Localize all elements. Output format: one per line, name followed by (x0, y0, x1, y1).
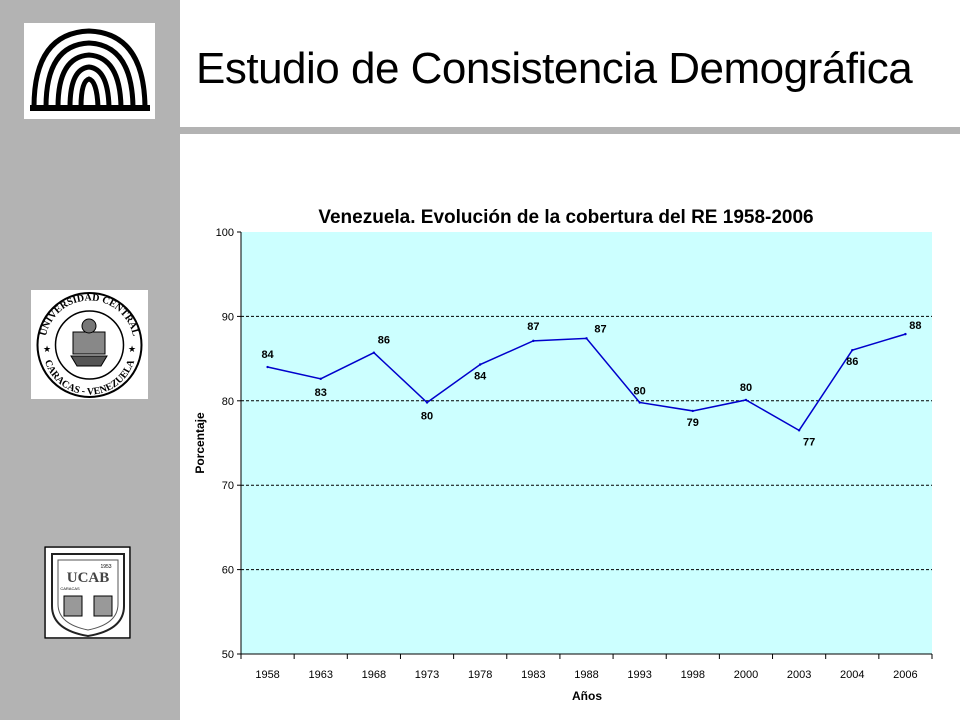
data-label: 84 (261, 349, 274, 361)
ucab-text: UCAB (67, 570, 110, 586)
data-point (319, 377, 322, 381)
data-label: 80 (421, 410, 433, 422)
data-label: 88 (909, 320, 921, 332)
ucab-shield-icon: UCAB 1953 CARACAS (44, 546, 131, 639)
y-tick-label: 70 (222, 480, 234, 492)
seal-star-right-icon: ★ (128, 344, 136, 354)
data-point (691, 409, 695, 413)
ucab-year: 1953 (100, 564, 111, 570)
ucab-city: CARACAS (60, 586, 80, 591)
plot-area (241, 232, 932, 654)
x-tick-label: 2004 (840, 669, 864, 681)
data-label: 83 (315, 387, 327, 399)
data-point (266, 365, 269, 369)
data-point (904, 332, 907, 336)
x-tick-label: 1958 (255, 669, 279, 681)
y-tick-label: 90 (222, 311, 234, 323)
data-point (478, 363, 482, 366)
x-tick-label: 1993 (627, 669, 651, 681)
x-axis-label: Años (572, 689, 602, 703)
page-title: Estudio de Consistencia Demográfica (196, 44, 913, 93)
y-axis-label: Porcentaje (193, 412, 207, 474)
data-label: 86 (846, 356, 858, 368)
data-label: 87 (594, 323, 606, 335)
chart-title: Venezuela. Evolución de la cobertura del… (318, 207, 813, 228)
data-point (532, 339, 535, 343)
y-tick-label: 60 (222, 565, 234, 577)
data-point (638, 401, 641, 404)
x-tick-label: 1983 (521, 669, 545, 681)
y-tick-label: 50 (222, 649, 234, 661)
data-label: 86 (378, 335, 390, 347)
y-tick-label: 100 (216, 227, 234, 239)
x-tick-label: 1988 (574, 669, 598, 681)
ucv-seal-icon: UNIVERSIDAD CENTRAL CARACAS - VENEZUELA … (36, 292, 143, 398)
x-tick-label: 2003 (787, 669, 811, 681)
dome-logo (24, 23, 155, 119)
data-point (797, 429, 801, 432)
title-divider (180, 127, 960, 134)
data-label: 87 (527, 321, 539, 333)
data-label: 80 (634, 385, 646, 397)
data-point (585, 337, 588, 340)
data-label: 79 (687, 417, 699, 429)
x-tick-label: 1963 (308, 669, 332, 681)
seal-star-left-icon: ★ (43, 344, 51, 354)
data-label: 77 (803, 436, 815, 448)
x-tick-label: 1968 (362, 669, 386, 681)
data-label: 84 (474, 371, 487, 383)
x-tick-label: 2000 (734, 669, 758, 681)
ucab-shield-logo: UCAB 1953 CARACAS (44, 546, 131, 639)
x-tick-label: 1973 (415, 669, 439, 681)
data-point (425, 401, 429, 404)
data-point (744, 398, 748, 402)
x-tick-label: 1978 (468, 669, 492, 681)
y-tick-label: 80 (222, 396, 234, 408)
ucv-seal-logo: UNIVERSIDAD CENTRAL CARACAS - VENEZUELA … (31, 290, 148, 399)
dome-logo-icon (30, 28, 150, 111)
x-tick-label: 2006 (893, 669, 917, 681)
data-point (851, 348, 854, 352)
data-label: 80 (740, 382, 752, 394)
x-tick-label: 1998 (681, 669, 705, 681)
data-point (372, 351, 376, 354)
